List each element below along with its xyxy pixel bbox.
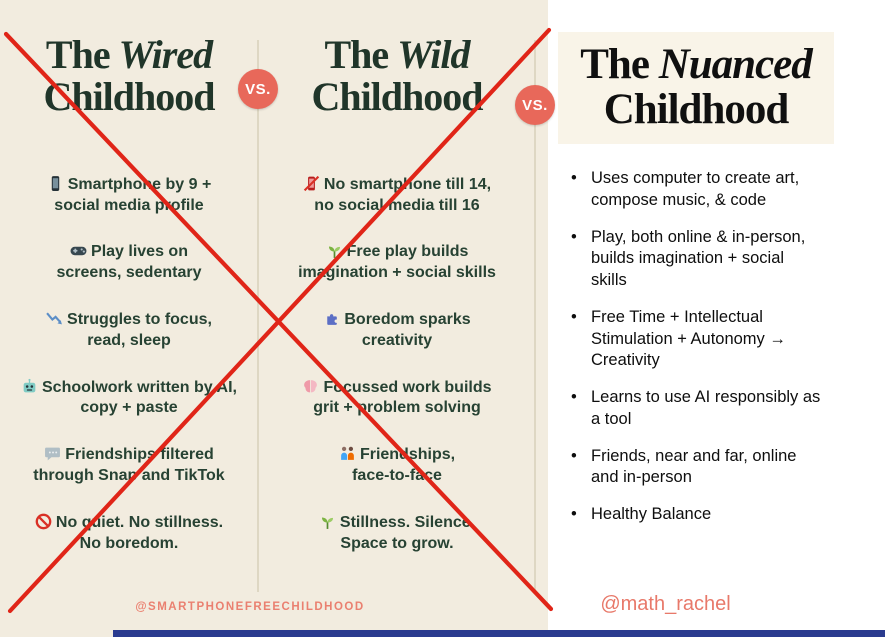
list-item: No smartphone till 14, no social media t…: [264, 175, 530, 217]
wired-column: The Wired Childhood Smartphone by 9 + soc…: [6, 32, 252, 555]
title-emphasis: Wild: [397, 32, 470, 77]
title-prefix: The: [580, 41, 659, 89]
item-text: Stillness. Silence. Space to grow.: [339, 513, 476, 552]
left-social-handle: @SMARTPHONEFREECHILDHOOD: [135, 601, 365, 613]
list-item: No quiet. No stillness. No boredom.: [6, 513, 252, 555]
nuanced-bullet-list: Uses computer to create art, compose mus…: [566, 168, 880, 526]
wild-item-list: No smartphone till 14, no social media t…: [264, 175, 530, 555]
item-text: No quiet. No stillness. No boredom.: [55, 513, 224, 552]
vs-badge-2: VS.: [515, 85, 555, 125]
vs-label: VS.: [245, 80, 271, 98]
bullet-text: Play, both online & in-person, builds im…: [591, 227, 806, 290]
title-emphasis: Nuanced: [658, 41, 813, 89]
speech-bubble-icon: [44, 445, 61, 466]
right-social-handle: @math_rachel: [600, 593, 731, 615]
list-item: Smartphone by 9 + social media profile: [6, 175, 252, 217]
item-text: Focussed work builds grit + problem solv…: [313, 378, 492, 417]
list-item: Boredom sparks creativity: [264, 310, 530, 352]
bullet-item: Healthy Balance: [566, 504, 880, 526]
title-line2: Childhood: [43, 74, 215, 120]
wild-column: The Wild Childhood No smartphone till 14,…: [264, 32, 530, 555]
item-text: Smartphone by 9 + social media profile: [54, 175, 212, 214]
list-item: Friendships filtered through Snap and Ti…: [6, 445, 252, 487]
smartphone-icon: [47, 175, 64, 196]
list-item: Friendships, face-to-face: [264, 445, 530, 487]
robot-icon: [21, 378, 38, 399]
wired-column-title: The Wired Childhood: [6, 32, 252, 120]
chart-decreasing-icon: [46, 310, 63, 331]
puzzle-piece-icon: [323, 310, 340, 331]
bullet-item: Friends, near and far, online and in-per…: [566, 446, 880, 490]
item-text: No smartphone till 14, no social media t…: [314, 175, 492, 214]
bullet-text: Free Time + Intellectual Stimulation + A…: [591, 307, 786, 370]
nuanced-title-block: The Nuanced Childhood: [558, 32, 834, 144]
bullet-text: Healthy Balance: [591, 505, 712, 524]
title-emphasis: Wired: [118, 32, 214, 77]
seedling-icon: [326, 242, 343, 263]
people-icon: [339, 445, 356, 466]
bullet-item: Free Time + Intellectual Stimulation + A…: [566, 307, 880, 372]
vs-label: VS.: [522, 96, 548, 114]
bullet-text: Friends, near and far, online and in-per…: [591, 446, 797, 487]
game-controller-icon: [70, 242, 87, 263]
wired-item-list: Smartphone by 9 + social media profile P…: [6, 175, 252, 555]
list-item: Focussed work builds grit + problem solv…: [264, 378, 530, 420]
bullet-item: Uses computer to create art, compose mus…: [566, 168, 880, 212]
bottom-blue-bar: [113, 630, 885, 637]
title-line2: Childhood: [603, 86, 790, 133]
title-line2: Childhood: [311, 74, 483, 120]
list-item: Stillness. Silence. Space to grow.: [264, 513, 530, 555]
bullet-text: Uses computer to create art, compose mus…: [591, 169, 800, 209]
item-text: Struggles to focus, read, sleep: [67, 310, 212, 349]
nuanced-column-title: The Nuanced Childhood: [580, 41, 813, 133]
no-smartphone-icon: [303, 175, 320, 196]
item-text: Friendships filtered through Snap and Ti…: [33, 446, 225, 484]
bullet-item: Learns to use AI responsibly as a tool: [566, 387, 880, 431]
list-item: Free play builds imagination + social sk…: [264, 242, 530, 284]
title-prefix: The: [324, 32, 398, 77]
brain-icon: [302, 378, 319, 399]
bullet-item: Play, both online & in-person, builds im…: [566, 227, 880, 292]
sprout-icon: [319, 513, 336, 534]
column-divider: [257, 40, 259, 592]
list-item: Struggles to focus, read, sleep: [6, 310, 252, 352]
wild-column-title: The Wild Childhood: [264, 32, 530, 120]
list-item: Schoolwork written by AI, copy + paste: [6, 378, 252, 420]
item-text: Boredom sparks creativity: [344, 310, 471, 349]
list-item: Play lives on screens, sedentary: [6, 242, 252, 284]
vs-badge-1: VS.: [238, 69, 278, 109]
item-text: Friendships, face-to-face: [352, 446, 456, 484]
item-text: Schoolwork written by AI, copy + paste: [42, 378, 237, 417]
title-prefix: The: [45, 32, 119, 77]
bullet-text: Learns to use AI responsibly as a tool: [591, 388, 821, 428]
prohibited-icon: [35, 513, 52, 534]
